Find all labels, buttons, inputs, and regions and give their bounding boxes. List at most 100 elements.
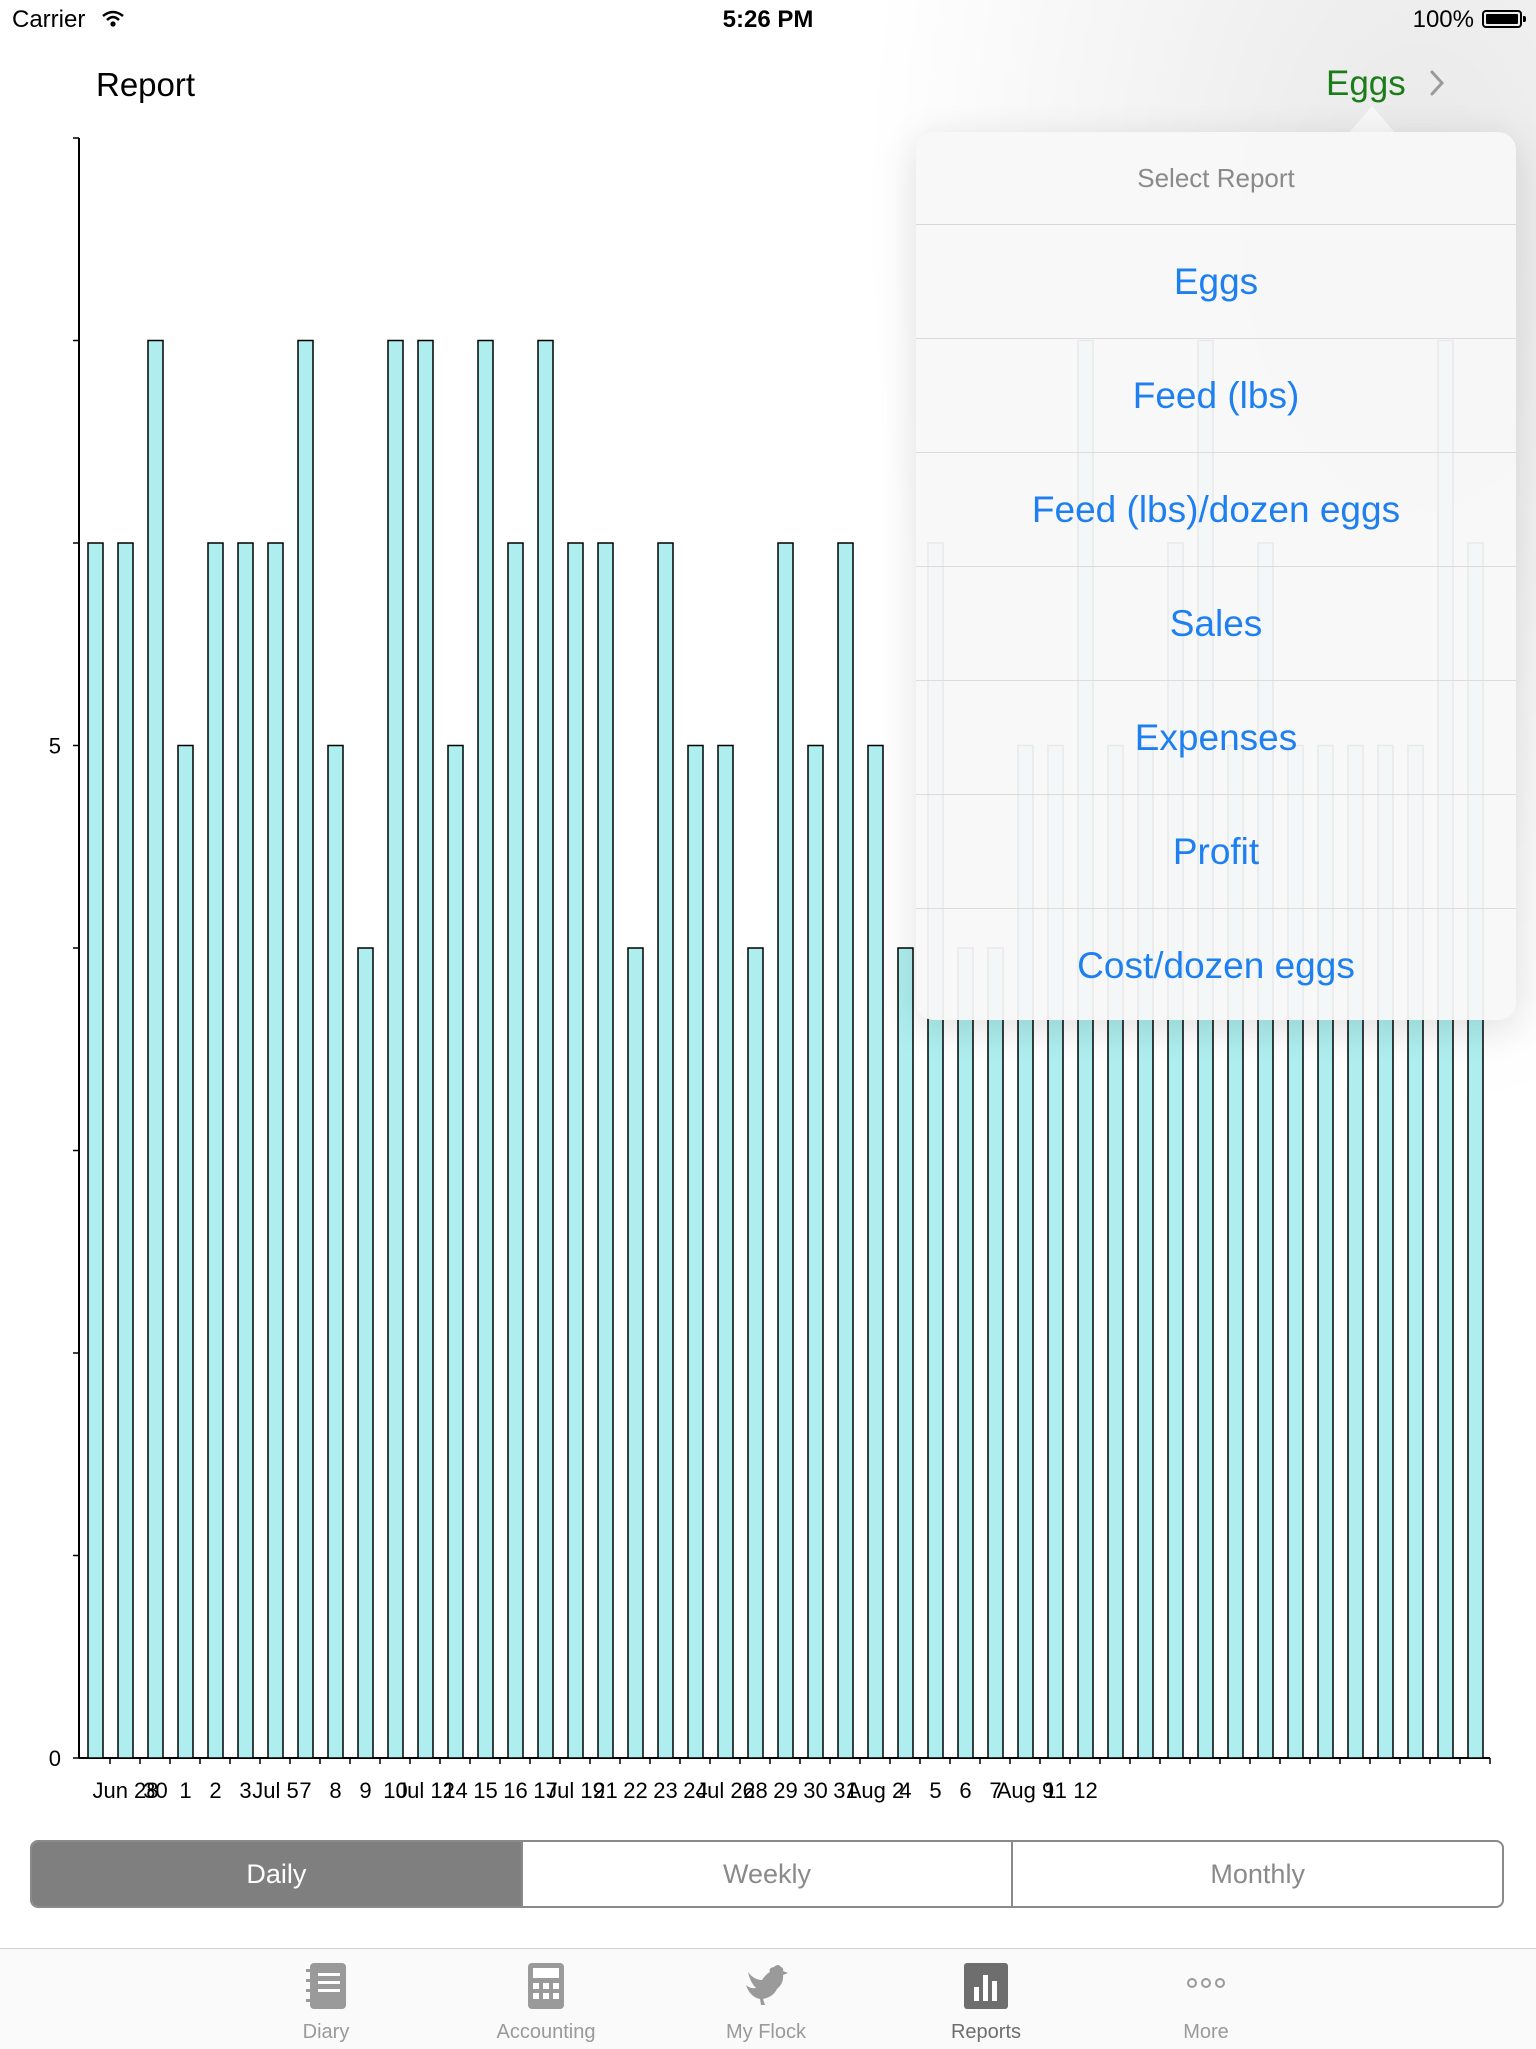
tab-bar: Diary Accounting My Flock Reports Mo: [0, 1948, 1536, 2049]
x-tick-label: 12: [1073, 1778, 1097, 1803]
bar: [807, 744, 824, 1759]
bar: [717, 744, 734, 1759]
bar: [867, 744, 884, 1759]
y-tick-label: 5: [49, 734, 61, 759]
x-tick-label: Jul 19: [546, 1778, 605, 1803]
bar: [537, 339, 554, 1759]
bar: [357, 947, 374, 1759]
bar: [417, 339, 434, 1759]
tab-label: Reports: [950, 2021, 1022, 2043]
x-tick-label: 4: [899, 1778, 911, 1803]
popover-header: Select Report: [916, 132, 1516, 225]
bar: [387, 339, 404, 1759]
report-option-profit[interactable]: Profit: [916, 795, 1516, 909]
bar: [957, 947, 974, 1759]
x-tick-label: 28: [743, 1778, 767, 1803]
x-tick-label: 30: [143, 1778, 167, 1803]
x-tick-label: 14: [443, 1778, 467, 1803]
wifi-icon: [102, 10, 124, 27]
status-time: 5:26 PM: [722, 6, 814, 33]
report-option-expenses[interactable]: Expenses: [916, 681, 1516, 795]
x-tick-label: 8: [329, 1778, 341, 1803]
battery-icon: [1482, 10, 1526, 28]
segment-monthly[interactable]: Monthly: [1011, 1842, 1502, 1906]
more-icon: [1187, 1978, 1225, 1988]
bar: [987, 947, 1004, 1759]
carrier-label: Carrier: [12, 6, 86, 33]
bar: [897, 947, 914, 1759]
period-segmented-control: Daily Weekly Monthly: [30, 1840, 1504, 1908]
bar: [567, 542, 584, 1759]
x-tick-label: Jul 12: [396, 1778, 455, 1803]
x-tick-label: 6: [959, 1778, 971, 1803]
x-tick-label: 23: [653, 1778, 677, 1803]
tab-my-flock[interactable]: My Flock: [676, 1949, 856, 2049]
bar: [267, 542, 284, 1759]
x-tick-label: 17: [533, 1778, 557, 1803]
diary-icon: [306, 1963, 346, 2009]
x-tick-label: 29: [773, 1778, 797, 1803]
tab-label: More: [1183, 2021, 1229, 2043]
x-tick-label: 11: [1044, 1778, 1067, 1803]
calculator-icon: [528, 1963, 564, 2009]
x-tick-label: Aug 9: [997, 1778, 1055, 1803]
report-option-eggs[interactable]: Eggs: [916, 225, 1516, 339]
bar: [327, 744, 344, 1759]
x-tick-label: 5: [929, 1778, 941, 1803]
segment-daily[interactable]: Daily: [32, 1842, 521, 1906]
x-tick-label: Jun 28: [92, 1778, 158, 1803]
x-tick-label: 9: [359, 1778, 371, 1803]
bar: [477, 339, 494, 1759]
bar: [597, 542, 614, 1759]
x-tick-label: 22: [623, 1778, 647, 1803]
bar: [507, 542, 524, 1759]
tab-diary[interactable]: Diary: [236, 1949, 416, 2049]
bar: [777, 542, 794, 1759]
chevron-right-icon[interactable]: [1422, 66, 1452, 100]
bar: [87, 542, 104, 1759]
tab-reports[interactable]: Reports: [896, 1949, 1076, 2049]
bar: [207, 542, 224, 1759]
bar: [627, 947, 644, 1759]
bar: [237, 542, 254, 1759]
x-tick-label: 10: [383, 1778, 407, 1803]
x-tick-label: 2: [209, 1778, 221, 1803]
bar-chart-icon: [964, 1963, 1008, 2009]
select-report-popover: Select Report Eggs Feed (lbs) Feed (lbs)…: [916, 132, 1516, 1020]
tab-more[interactable]: More: [1116, 1949, 1296, 2049]
segment-weekly[interactable]: Weekly: [520, 1842, 1012, 1906]
bar: [747, 947, 764, 1759]
x-tick-label: Jul 26: [696, 1778, 755, 1803]
x-tick-label: Aug 2: [847, 1778, 905, 1803]
status-bar: Carrier 5:26 PM 100%: [0, 0, 1536, 40]
bar: [657, 542, 674, 1759]
bar: [687, 744, 704, 1759]
report-option-sales[interactable]: Sales: [916, 567, 1516, 681]
x-tick-label: 30: [803, 1778, 827, 1803]
popover-arrow: [1348, 106, 1396, 134]
x-tick-label: Jul 5: [252, 1778, 298, 1803]
bar: [177, 744, 194, 1759]
report-option-feed[interactable]: Feed (lbs): [916, 339, 1516, 453]
report-selector-button[interactable]: Eggs: [1326, 64, 1406, 103]
x-tick-label: 15: [473, 1778, 497, 1803]
x-tick-label: 7: [299, 1778, 311, 1803]
report-option-cost-per-dozen[interactable]: Cost/dozen eggs: [1077, 945, 1355, 986]
x-tick-label: 16: [503, 1778, 527, 1803]
page-title: Report: [96, 66, 196, 103]
x-tick-label: 21: [593, 1778, 617, 1803]
y-tick-label: 0: [49, 1746, 61, 1771]
tab-accounting[interactable]: Accounting: [456, 1949, 636, 2049]
bar: [297, 339, 314, 1759]
battery-percent: 100%: [1412, 6, 1474, 33]
bar: [117, 542, 134, 1759]
tab-label: Accounting: [496, 2021, 596, 2043]
x-tick-label: 31: [833, 1778, 857, 1803]
report-option-feed-per-dozen[interactable]: Feed (lbs)/dozen eggs: [916, 453, 1516, 567]
x-tick-label: 7: [989, 1778, 1001, 1803]
bar: [837, 542, 854, 1759]
tab-label: Diary: [302, 2021, 350, 2043]
bar: [447, 744, 464, 1759]
bar: [147, 339, 164, 1759]
x-tick-label: 3: [239, 1778, 251, 1803]
